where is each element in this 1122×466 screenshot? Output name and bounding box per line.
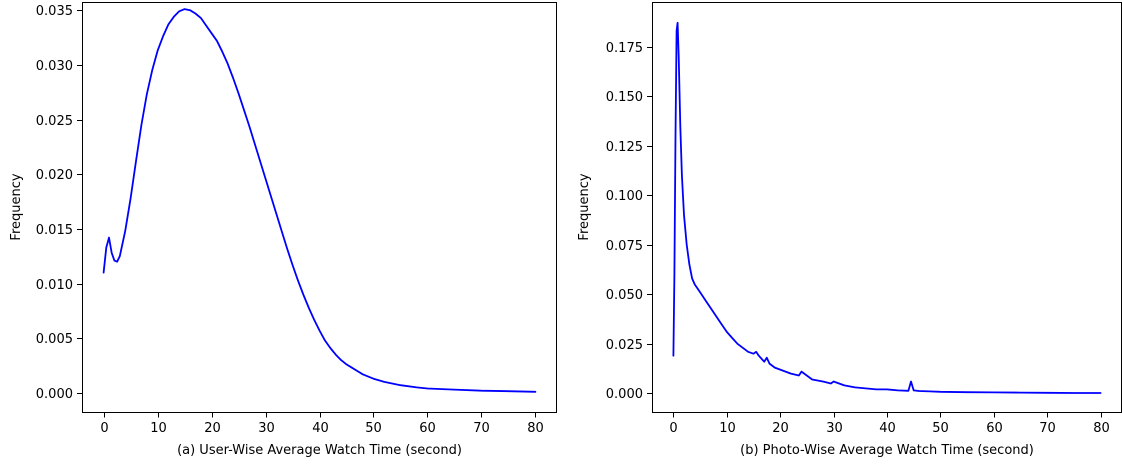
axes-frame bbox=[82, 2, 557, 413]
x-tick-label: 30 bbox=[258, 421, 275, 436]
y-tick-label: 0.050 bbox=[606, 288, 643, 303]
x-tick-label: 60 bbox=[419, 421, 436, 436]
x-tick-label: 40 bbox=[312, 421, 329, 436]
y-tick-label: 0.000 bbox=[36, 387, 73, 402]
y-tick-label: 0.125 bbox=[606, 140, 643, 155]
x-tick-label: 10 bbox=[719, 421, 736, 436]
y-tick-label: 0.025 bbox=[606, 338, 643, 353]
y-tick-label: 0.010 bbox=[36, 278, 73, 293]
x-tick-label: 10 bbox=[150, 421, 167, 436]
y-tick-label: 0.075 bbox=[606, 239, 643, 254]
x-tick-label: 70 bbox=[1039, 421, 1056, 436]
y-tick-label: 0.175 bbox=[606, 41, 643, 56]
x-tick-label: 30 bbox=[826, 421, 843, 436]
y-tick-label: 0.005 bbox=[36, 332, 73, 347]
y-axis-label: Frequency bbox=[9, 173, 24, 240]
series-line bbox=[672, 21, 1102, 394]
x-tick-label: 60 bbox=[986, 421, 1003, 436]
axes-frame bbox=[652, 2, 1122, 413]
y-tick-label: 0.150 bbox=[606, 90, 643, 105]
y-tick-label: 0.000 bbox=[606, 387, 643, 402]
y-tick-label: 0.035 bbox=[36, 4, 73, 19]
y-tick-label: 0.015 bbox=[36, 223, 73, 238]
y-tick-label: 0.100 bbox=[606, 189, 643, 204]
x-axis-label: (b) Photo-Wise Average Watch Time (secon… bbox=[740, 443, 1034, 458]
x-tick-label: 0 bbox=[669, 421, 677, 436]
panel-b-photo-wise: 0 10 20 30 40 50 60 70 80 0.000 0.025 0.050 0.075 0.1… bbox=[577, 2, 1122, 458]
x-tick-label: 80 bbox=[527, 421, 544, 436]
series-line bbox=[102, 8, 537, 393]
x-tick-label: 50 bbox=[932, 421, 949, 436]
x-tick-label: 0 bbox=[100, 421, 108, 436]
x-tick-label: 20 bbox=[772, 421, 789, 436]
x-tick-label: 50 bbox=[365, 421, 382, 436]
y-tick-label: 0.020 bbox=[36, 168, 73, 183]
x-tick-label: 70 bbox=[473, 421, 490, 436]
y-axis-label: Frequency bbox=[577, 173, 592, 240]
x-tick-label: 20 bbox=[204, 421, 221, 436]
panel-a-user-wise: 0 10 20 30 40 50 60 70 80 0.000 0.005 0.010 0.015 0.0… bbox=[9, 2, 557, 458]
y-tick-label: 0.025 bbox=[36, 114, 73, 129]
x-axis-label: (a) User-Wise Average Watch Time (second… bbox=[177, 443, 462, 458]
x-tick-label: 40 bbox=[879, 421, 896, 436]
y-tick-label: 0.030 bbox=[36, 59, 73, 74]
x-tick-label: 80 bbox=[1093, 421, 1110, 436]
